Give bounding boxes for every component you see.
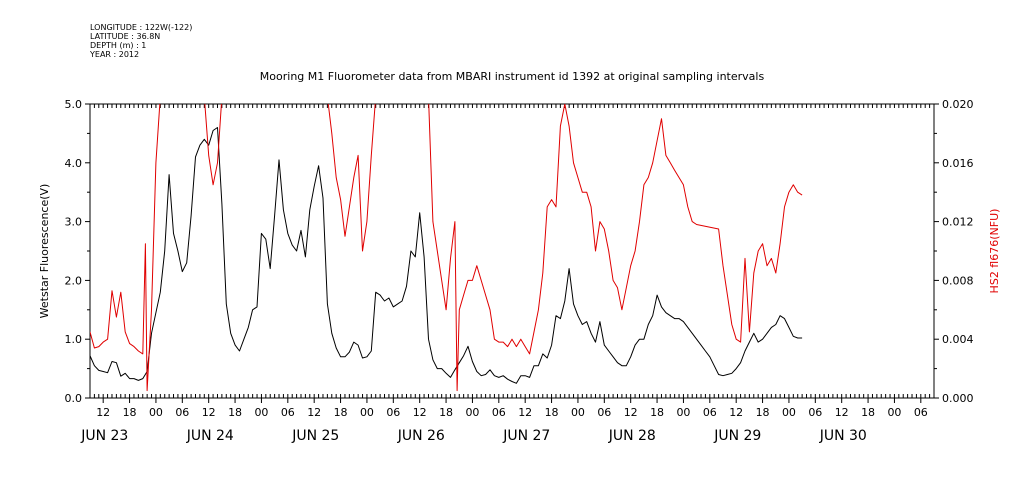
right-y-tick-label: 0.012 bbox=[942, 216, 974, 229]
hs2-fl676-line bbox=[90, 104, 803, 392]
hour-tick-label: 00 bbox=[887, 406, 901, 419]
left-y-tick-label: 3.0 bbox=[65, 216, 83, 229]
left-y-tick-label: 2.0 bbox=[65, 274, 83, 287]
day-label: JUN 28 bbox=[608, 428, 656, 444]
right-y-tick-label: 0.008 bbox=[942, 274, 974, 287]
hour-tick-label: 12 bbox=[518, 406, 532, 419]
right-y-tick-label: 0.000 bbox=[942, 392, 974, 405]
hour-tick-label: 00 bbox=[571, 406, 585, 419]
hour-tick-label: 12 bbox=[202, 406, 216, 419]
hour-tick-label: 12 bbox=[413, 406, 427, 419]
day-label: JUN 30 bbox=[819, 428, 867, 444]
hour-tick-label: 06 bbox=[914, 406, 928, 419]
left-y-tick-label: 5.0 bbox=[65, 98, 83, 111]
hour-tick-label: 06 bbox=[492, 406, 506, 419]
hour-tick-label: 12 bbox=[96, 406, 110, 419]
hour-tick-label: 18 bbox=[228, 406, 242, 419]
hour-tick-label: 06 bbox=[386, 406, 400, 419]
minor-tick-marks bbox=[89, 104, 935, 398]
hour-tick-label: 06 bbox=[281, 406, 295, 419]
meta-latitude: LATITUDE : 36.8N bbox=[90, 32, 161, 41]
chart-title: Mooring M1 Fluorometer data from MBARI i… bbox=[260, 70, 765, 83]
day-label: JUN 23 bbox=[80, 428, 128, 444]
right-y-tick-label: 0.020 bbox=[942, 98, 974, 111]
wetstar-fluorescence-line bbox=[90, 127, 803, 384]
meta-info: LONGITUDE : 122W(-122) LATITUDE : 36.8N … bbox=[90, 23, 192, 59]
hour-tick-label: 00 bbox=[149, 406, 163, 419]
right-y-axis: 0.000 0.004 0.008 0.012 0.016 0.020 bbox=[934, 98, 974, 405]
meta-longitude: LONGITUDE : 122W(-122) bbox=[90, 23, 193, 32]
y-axis-label-right: HS2 fl676(NFU) bbox=[988, 209, 1001, 294]
hour-tick-label: 06 bbox=[175, 406, 189, 419]
day-labels: JUN 23 JUN 24 JUN 25 JUN 26 JUN 27 JUN 28 JUN … bbox=[80, 428, 867, 444]
hour-tick-label: 00 bbox=[782, 406, 796, 419]
hour-tick-label: 06 bbox=[597, 406, 611, 419]
left-y-tick-label: 1.0 bbox=[65, 333, 83, 346]
hour-tick-label: 00 bbox=[465, 406, 479, 419]
right-y-tick-label: 0.004 bbox=[942, 333, 974, 346]
left-y-tick-label: 0.0 bbox=[65, 392, 83, 405]
hour-tick-label: 06 bbox=[703, 406, 717, 419]
day-label: JUN 29 bbox=[713, 428, 761, 444]
hour-tick-labels: 12 18 00 06 12 18 00 06 12 18 00 06 12 18 00 06 12 18 00 06… bbox=[96, 406, 928, 419]
hour-tick-label: 18 bbox=[650, 406, 664, 419]
hour-tick-label: 00 bbox=[676, 406, 690, 419]
hour-tick-label: 12 bbox=[835, 406, 849, 419]
hour-tick-label: 18 bbox=[861, 406, 875, 419]
hour-tick-label: 12 bbox=[624, 406, 638, 419]
day-label: JUN 24 bbox=[186, 428, 234, 444]
hour-tick-label: 12 bbox=[307, 406, 321, 419]
hour-tick-label: 18 bbox=[439, 406, 453, 419]
plot-frame bbox=[89, 103, 935, 399]
hour-tick-label: 00 bbox=[360, 406, 374, 419]
hour-tick-label: 18 bbox=[334, 406, 348, 419]
day-label: JUN 26 bbox=[397, 428, 445, 444]
meta-year: YEAR : 2012 bbox=[90, 50, 140, 59]
hour-tick-label: 18 bbox=[756, 406, 770, 419]
right-y-tick-label: 0.016 bbox=[942, 157, 974, 170]
day-label: JUN 27 bbox=[502, 428, 550, 444]
y-axis-label-left: Wetstar Fluorescence(V) bbox=[38, 184, 51, 319]
hour-tick-label: 18 bbox=[123, 406, 137, 419]
left-y-axis: 0.0 1.0 2.0 3.0 4.0 5.0 bbox=[65, 98, 90, 405]
hour-tick-label: 00 bbox=[254, 406, 268, 419]
hour-tick-label: 06 bbox=[808, 406, 822, 419]
left-y-tick-label: 4.0 bbox=[65, 157, 83, 170]
day-label: JUN 25 bbox=[291, 428, 339, 444]
hour-tick-label: 18 bbox=[545, 406, 559, 419]
hour-tick-marks bbox=[102, 398, 922, 403]
hour-tick-label: 12 bbox=[729, 406, 743, 419]
meta-depth: DEPTH (m) : 1 bbox=[90, 41, 147, 50]
